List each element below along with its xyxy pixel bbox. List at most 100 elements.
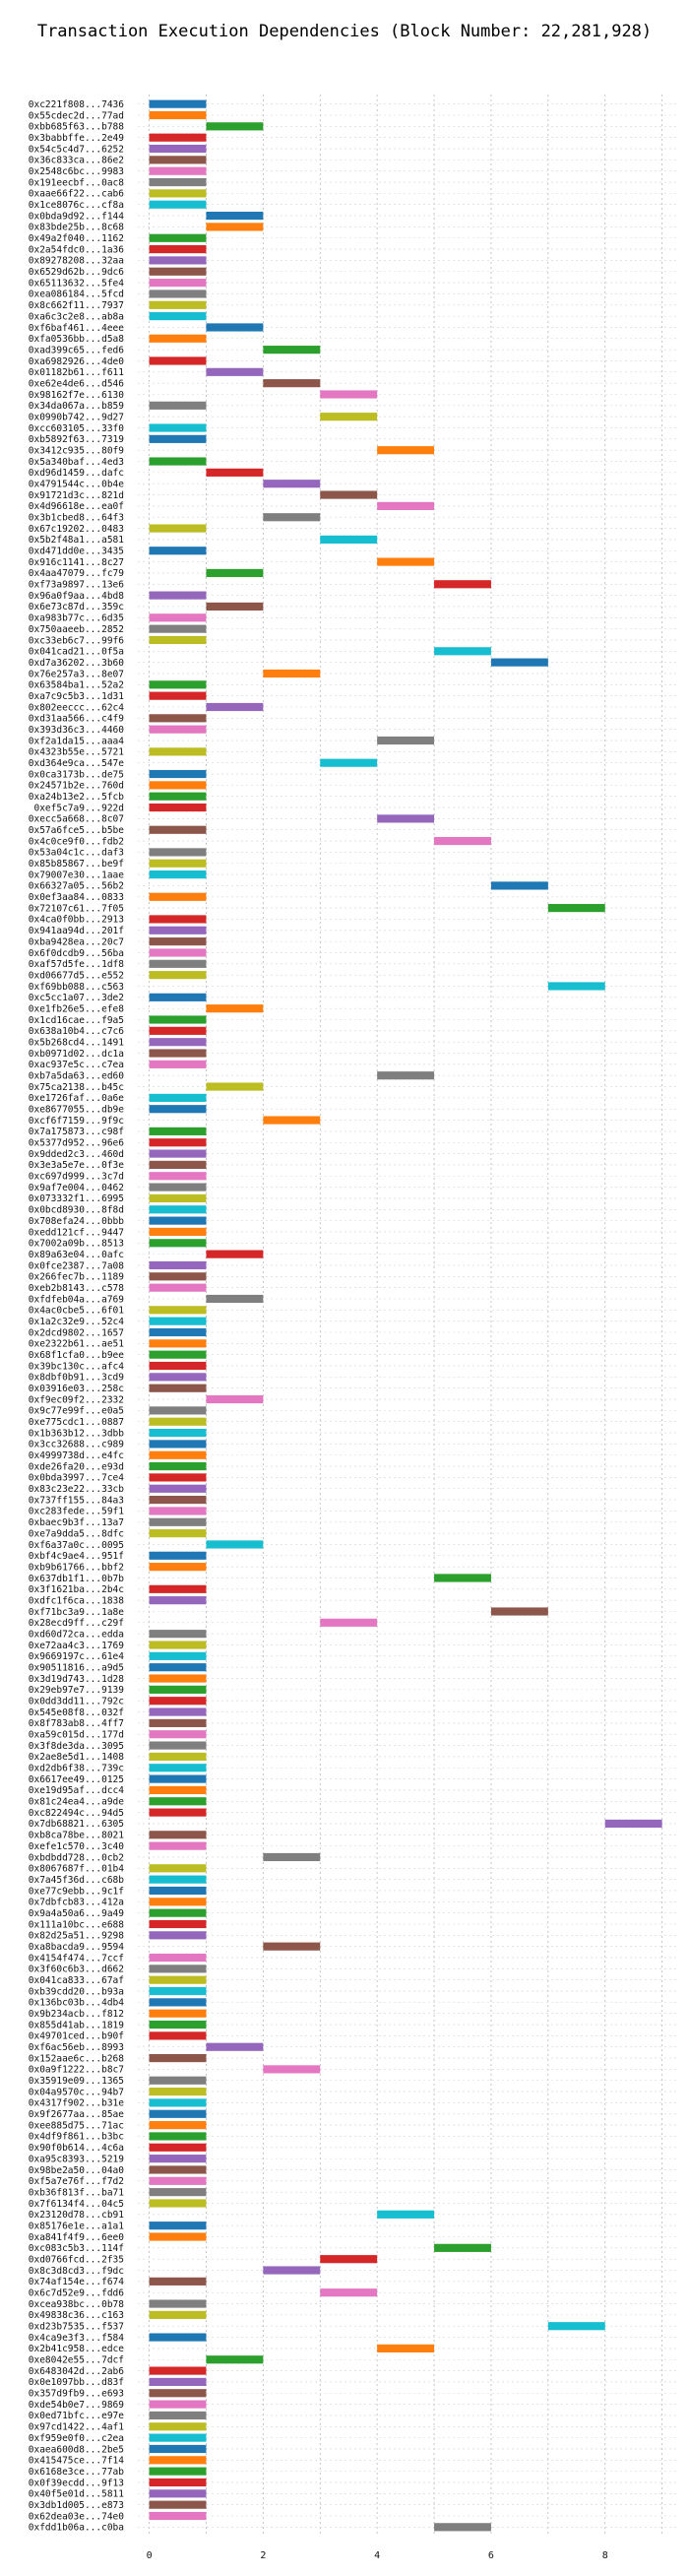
y-tick-label: 0xd7a36202...3b60 — [29, 658, 125, 669]
y-tick-label: 0x4ca0f0bb...2913 — [29, 915, 124, 926]
y-tick-label: 0xecc5a668...8c07 — [29, 814, 124, 825]
y-tick-label: 0x4c0ce9f0...fdb2 — [29, 836, 124, 847]
y-tick-label: 0x9a4a50a6...9a49 — [29, 1908, 125, 1919]
tx-bar — [149, 2222, 207, 2230]
tx-bar — [149, 1406, 207, 1415]
y-tick-label: 0xd23b7535...f537 — [29, 2322, 124, 2333]
y-tick-label: 0x8067687f...01b4 — [29, 1864, 125, 1875]
y-tick-label: 0x74af154e...f674 — [29, 2277, 125, 2287]
tx-bar — [149, 2467, 207, 2476]
tx-bar — [149, 591, 207, 600]
tx-bar — [263, 480, 321, 488]
y-tick-label: 0xbf4c9ae4...951f — [29, 1551, 124, 1562]
tx-bar — [149, 635, 207, 645]
tx-bar — [149, 2165, 207, 2174]
tx-bar — [320, 413, 378, 421]
y-tick-label: 0xa983b77c...6d35 — [29, 613, 124, 624]
y-tick-label: 0x0bda3997...7ce4 — [29, 1473, 125, 1484]
tx-bar — [149, 1517, 207, 1526]
y-tick-label: 0x36c833ca...86e2 — [29, 156, 124, 166]
tx-bar — [263, 379, 321, 388]
x-tick-labels: 0 2 4 6 8 — [147, 2550, 608, 2561]
y-tick-label: 0x4aa47079...fc79 — [29, 568, 125, 579]
tx-bar — [149, 870, 207, 879]
y-tick-label: 0x9b234acb...f812 — [29, 2009, 124, 2020]
tx-bar — [149, 1105, 207, 1114]
y-tick-label: 0xa6c3c2e8...ab8a — [29, 311, 124, 322]
y-tick-label: 0xcf6f7159...9f9c — [29, 1116, 124, 1127]
tx-bar — [149, 937, 207, 946]
y-tick-label: 0x3e3a5e7e...0f3e — [29, 1160, 125, 1171]
y-tick-label: 0x708efa24...0bbb — [29, 1216, 125, 1227]
tx-bar — [149, 547, 207, 555]
tx-bar — [149, 256, 207, 265]
y-tick-label: 0x357d9fb9...e693 — [29, 2389, 124, 2400]
tx-bar — [434, 836, 491, 846]
tx-bar — [149, 2232, 207, 2241]
tx-bar — [149, 1193, 207, 1203]
y-tick-label: 0xf5a7e76f...f7d2 — [29, 2176, 124, 2187]
y-tick-label: 0x4d96618e...ea0f — [29, 501, 124, 512]
tx-bar — [434, 580, 491, 589]
tx-bar — [547, 904, 605, 913]
tx-bar — [206, 468, 264, 477]
y-tick-label: 0x49a2f040...1162 — [29, 233, 124, 244]
y-tick-label: 0x67c19202...0483 — [29, 524, 124, 535]
tx-bar — [149, 1306, 207, 1315]
y-tick-label: 0x3412c935...80f9 — [29, 445, 125, 456]
y-tick-label: 0xe8042e55...7dcf — [29, 2355, 124, 2366]
y-tick-label: 0x0ed71bfc...e97e — [29, 2411, 125, 2421]
tx-bar — [149, 99, 207, 108]
y-tick-label: 0x4999738d...e4fc — [29, 1450, 124, 1461]
tx-bar — [149, 2500, 207, 2509]
y-tick-label: 0x2ae8e5d1...1408 — [29, 1752, 125, 1763]
y-tick-label: 0xaae66f22...cab6 — [29, 189, 125, 200]
tx-bar — [149, 1026, 207, 1035]
y-tick-label: 0xf9ec09f2...2332 — [29, 1394, 124, 1405]
tx-bar — [149, 691, 207, 700]
tx-bar — [149, 1183, 207, 1191]
y-tick-label: 0xd2db6f38...739c — [29, 1764, 124, 1774]
tx-bar — [434, 647, 491, 656]
y-tick-label: 0x8c662f11...7937 — [29, 300, 124, 311]
y-tick-label: 0x90f0b614...4c6a — [29, 2143, 124, 2154]
tx-bar — [377, 446, 435, 455]
y-tick-label: 0x1cd16cae...f9a5 — [29, 1015, 124, 1026]
y-tick-label: 0xf6ac56eb...8993 — [29, 2042, 124, 2053]
tx-bar — [149, 189, 207, 198]
y-tick-label: 0x62dea03e...74e0 — [29, 2511, 125, 2522]
y-tick-label: 0x3cc32688...c989 — [29, 1440, 125, 1450]
tx-bar — [149, 1127, 207, 1135]
tx-bar — [149, 915, 207, 924]
tx-bar — [149, 1718, 207, 1727]
tx-bar — [149, 714, 207, 723]
y-tick-label: 0x85b85867...be9f — [29, 859, 124, 869]
tx-bar — [149, 1898, 207, 1906]
tx-bar — [149, 1730, 207, 1739]
y-tick-label: 0x79007e30...1aae — [29, 869, 125, 880]
tx-bar — [149, 2411, 207, 2420]
y-tick-label: 0x83bde25b...8c68 — [29, 223, 125, 233]
tx-bar — [206, 1250, 264, 1258]
y-tick-label: 0x35919e09...1365 — [29, 2076, 124, 2087]
y-tick-label: 0x1a2c32e9...52c4 — [29, 1317, 125, 1327]
y-tick-label: 0x9c77e99f...e0a5 — [29, 1406, 124, 1417]
tx-bar — [149, 1964, 207, 1973]
tx-bar — [149, 1674, 207, 1683]
tx-bar — [149, 993, 207, 1001]
tx-bar — [206, 1540, 264, 1549]
y-tick-label: 0xf959e0f0...c2ea — [29, 2433, 124, 2444]
y-tick-label: 0x40f5e01d...5811 — [29, 2489, 125, 2500]
y-tick-label: 0x3f1621ba...2b4c — [29, 1584, 124, 1595]
y-tick-label: 0xd364e9ca...547e — [29, 758, 125, 769]
y-tick-label: 0x638a10b4...c7c6 — [29, 1026, 125, 1037]
tx-bar — [149, 769, 207, 779]
tx-bar — [320, 758, 378, 767]
y-tick-label: 0x5b268cd4...1491 — [29, 1037, 125, 1048]
tx-bar — [149, 2155, 207, 2163]
tx-bar — [149, 2076, 207, 2085]
tx-bar — [547, 2322, 605, 2331]
tx-bar — [149, 926, 207, 934]
y-tick-label: 0x54c5c4d7...6252 — [29, 144, 124, 155]
tx-bar — [149, 156, 207, 164]
